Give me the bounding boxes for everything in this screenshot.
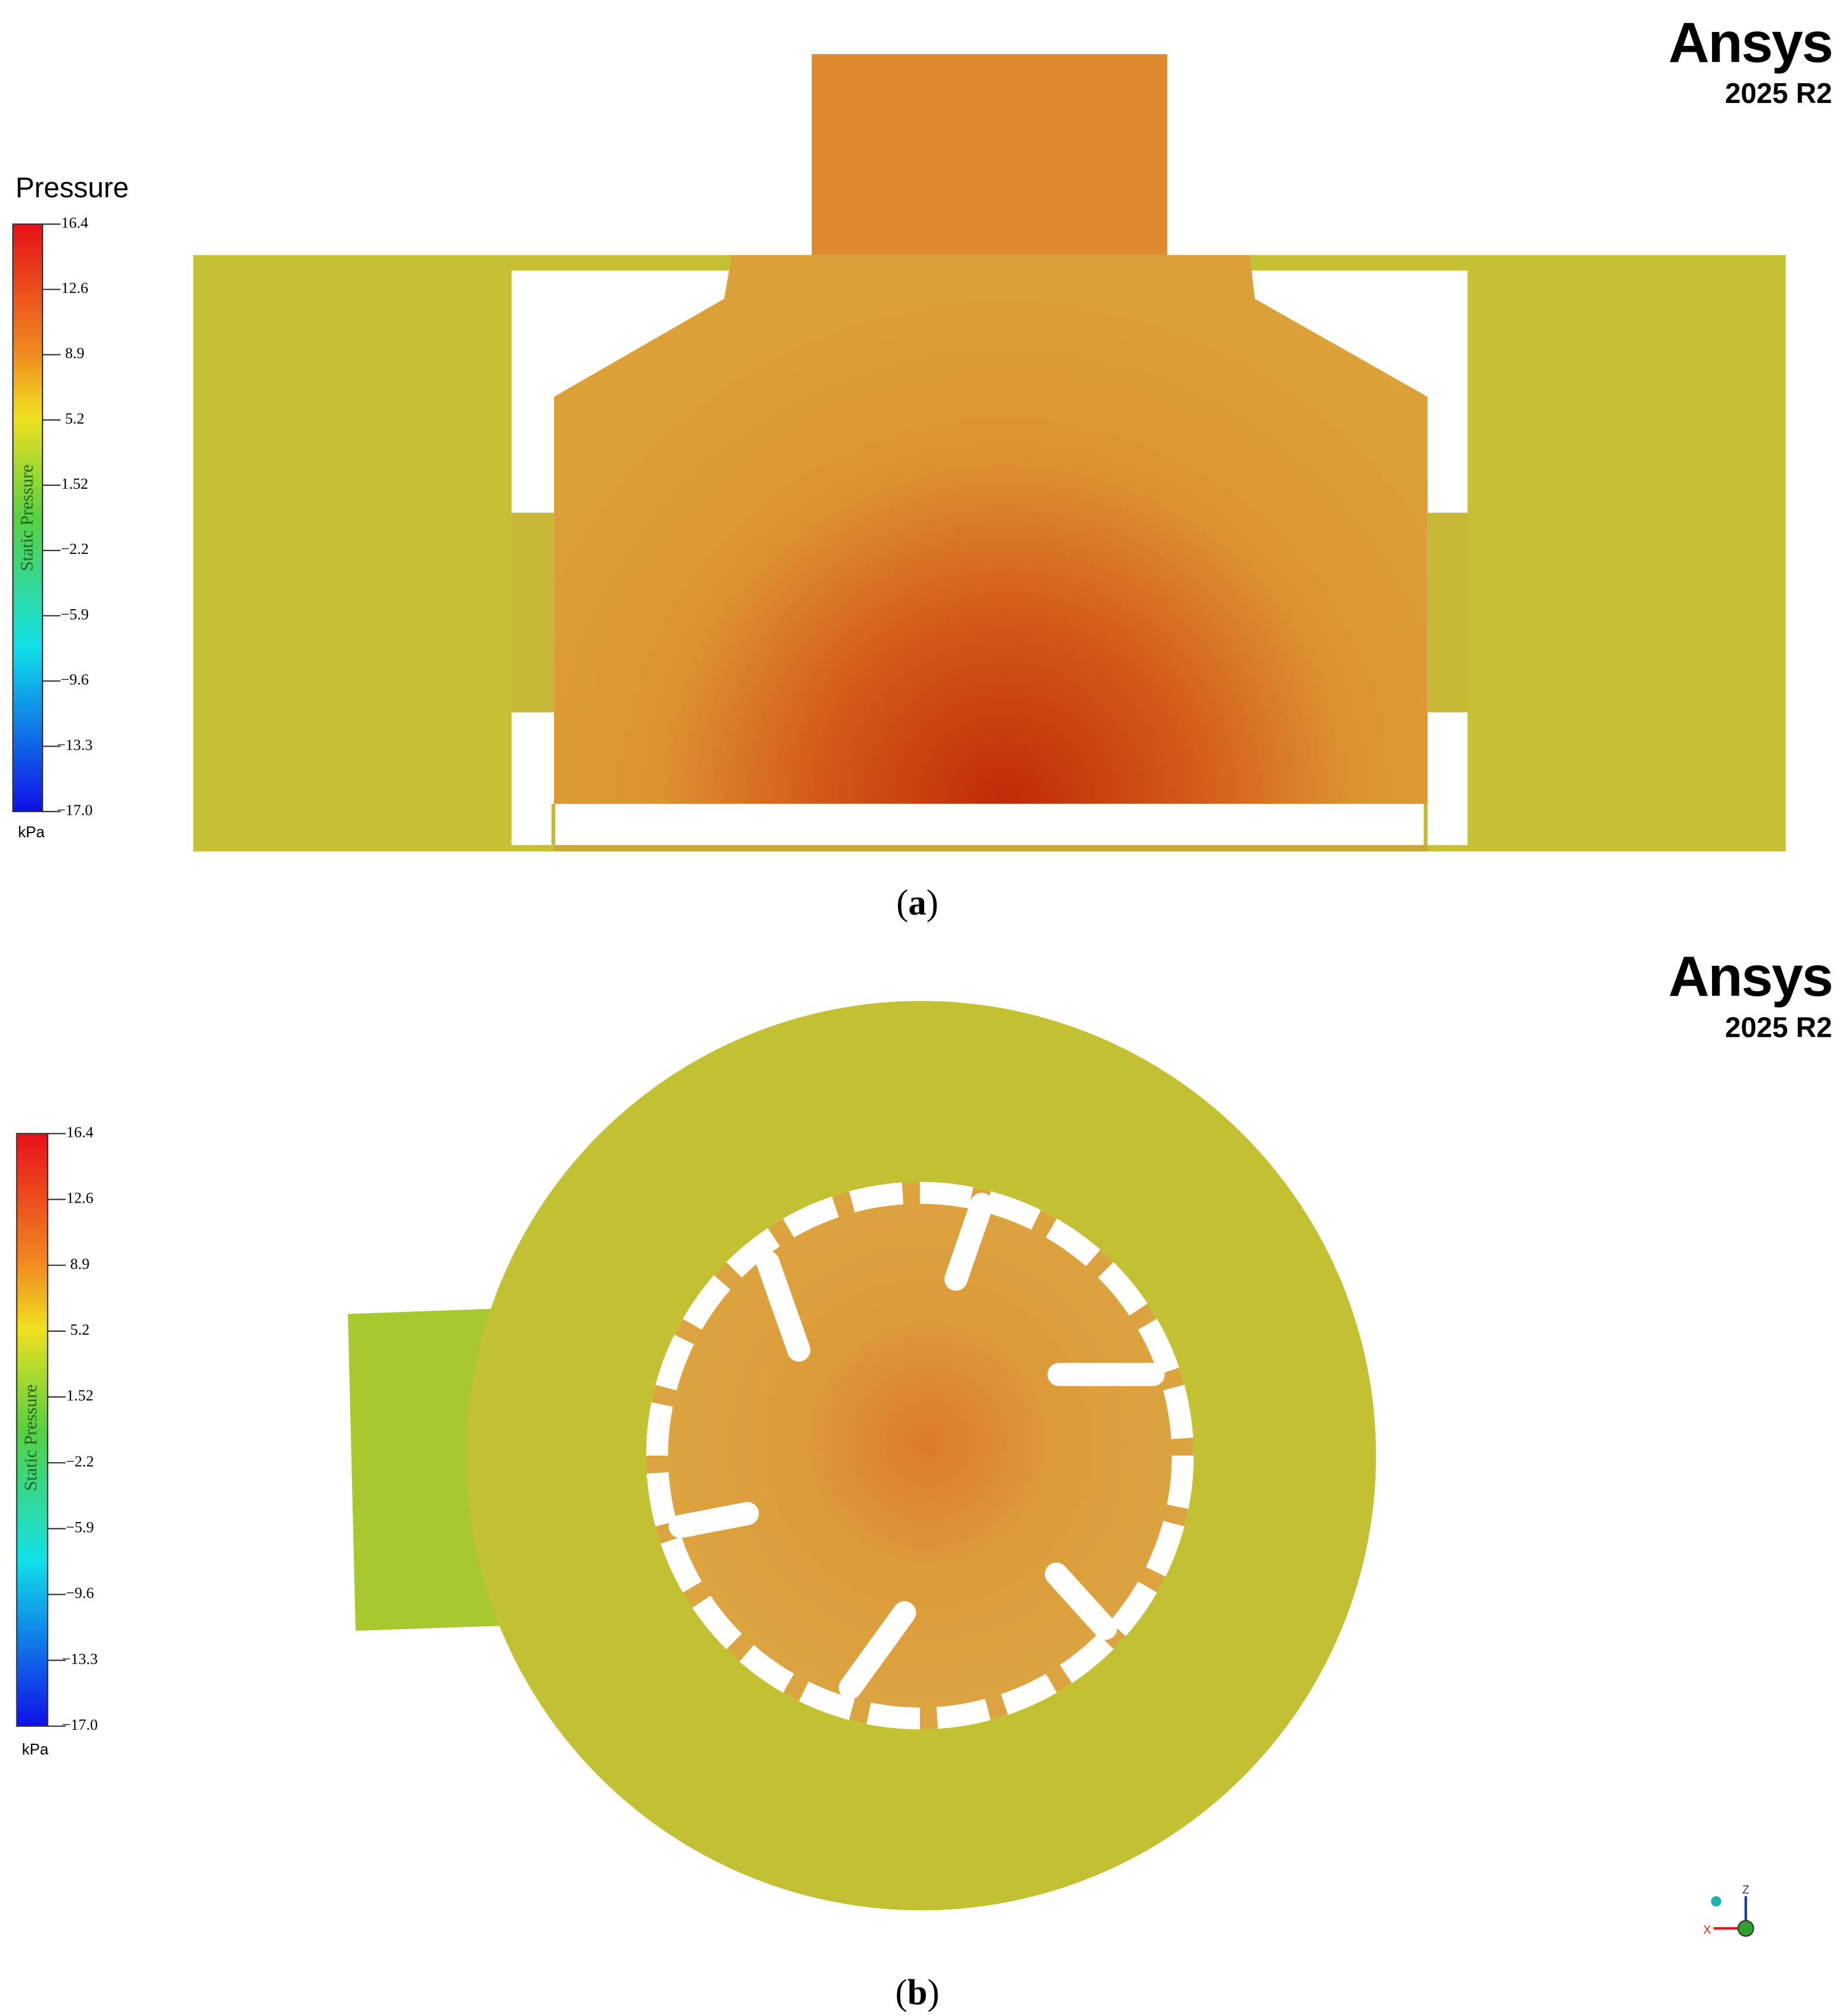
colorbar-unit: kPa	[22, 1741, 49, 1758]
colorbar-tick-label: −9.6	[61, 671, 88, 688]
colorbar-tick-label: 1.52	[61, 475, 88, 492]
colorbar-tick-label: 12.6	[66, 1189, 93, 1207]
colorbar	[16, 1133, 49, 1727]
colorbar-tick-label: 16.4	[61, 214, 88, 231]
logo: Ansys	[1668, 10, 1832, 74]
colorbar-label: Static Pressure	[16, 464, 37, 571]
triad-x: X	[1703, 1923, 1711, 1936]
colorbar-tick-label: 5.2	[70, 1321, 90, 1338]
version: 2025 R2	[1725, 1012, 1832, 1043]
caption-part: (	[895, 1973, 907, 2013]
panel-a-contour	[193, 54, 1786, 852]
colorbar-tick-label: −2.2	[66, 1452, 94, 1470]
version: 2025 R2	[1725, 78, 1832, 109]
colorbar-tick-label: −9.6	[66, 1584, 94, 1602]
colorbar-tick-label: −13.3	[62, 1650, 98, 1667]
triad-z: Z	[1742, 1884, 1749, 1897]
colorbar-tick-label: 12.6	[61, 279, 88, 297]
colorbar-tick-label: 1.52	[66, 1386, 93, 1404]
colorbar-tick-label: 8.9	[70, 1255, 90, 1272]
caption-part: b	[907, 1973, 927, 2013]
colorbar-tick-label: 5.2	[65, 410, 84, 427]
colorbar-label: Static Pressure	[20, 1384, 40, 1491]
caption: (a)	[896, 883, 938, 923]
colorbar-tick-label: 16.4	[66, 1123, 93, 1140]
legend-title: Pressure	[16, 172, 129, 204]
colorbar-tick-label: −13.3	[57, 736, 93, 753]
colorbar-unit: kPa	[18, 823, 45, 841]
logo: Ansys	[1668, 944, 1832, 1008]
panel-b-contour	[347, 1001, 1376, 1911]
colorbar-tick-label: −17.0	[57, 801, 93, 819]
caption-part: )	[928, 1973, 940, 2013]
colorbar-tick-label: 8.9	[65, 344, 84, 362]
colorbar-tick-label: −2.2	[61, 540, 88, 557]
caption-part: a	[908, 883, 926, 923]
caption: (b)	[895, 1973, 939, 2013]
colorbar-tick-label: −17.0	[62, 1716, 98, 1733]
caption-part: )	[926, 883, 939, 923]
colorbar-tick-label: −5.9	[61, 605, 88, 623]
axis-triad	[1711, 1896, 1755, 1937]
colorbar	[12, 223, 44, 812]
colorbar-tick-label: −5.9	[66, 1518, 94, 1535]
caption-part: (	[896, 883, 908, 923]
